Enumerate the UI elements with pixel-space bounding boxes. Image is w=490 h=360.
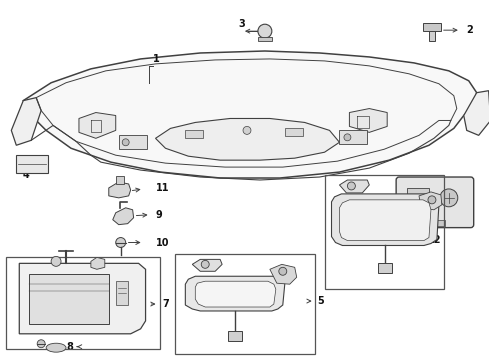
Polygon shape bbox=[196, 281, 276, 307]
Bar bbox=[324, 175, 444, 289]
Text: 3: 3 bbox=[238, 19, 245, 29]
Bar bbox=[258, 37, 272, 41]
Polygon shape bbox=[419, 192, 442, 210]
Circle shape bbox=[122, 139, 129, 146]
Bar bbox=[6, 257, 161, 349]
Polygon shape bbox=[349, 109, 387, 132]
Circle shape bbox=[347, 182, 355, 190]
Polygon shape bbox=[155, 118, 340, 160]
Bar bbox=[340, 130, 368, 144]
Bar bbox=[407, 188, 429, 202]
Polygon shape bbox=[340, 200, 431, 240]
Polygon shape bbox=[185, 276, 285, 311]
Polygon shape bbox=[23, 51, 477, 178]
Circle shape bbox=[440, 189, 458, 207]
Bar bbox=[429, 29, 435, 41]
Polygon shape bbox=[19, 264, 146, 334]
Polygon shape bbox=[464, 91, 490, 135]
Polygon shape bbox=[340, 180, 369, 193]
Text: 11: 11 bbox=[155, 183, 169, 193]
Text: 7: 7 bbox=[163, 299, 169, 309]
Text: 9: 9 bbox=[155, 210, 162, 220]
Polygon shape bbox=[109, 182, 131, 198]
Text: 6: 6 bbox=[449, 215, 456, 225]
Text: 1: 1 bbox=[152, 54, 159, 64]
Circle shape bbox=[344, 134, 351, 141]
Circle shape bbox=[37, 340, 45, 348]
Circle shape bbox=[428, 196, 436, 204]
Circle shape bbox=[51, 256, 61, 266]
Bar bbox=[29, 274, 109, 324]
FancyBboxPatch shape bbox=[396, 177, 474, 228]
Text: 4: 4 bbox=[23, 170, 29, 180]
Circle shape bbox=[116, 238, 125, 247]
Bar bbox=[429, 220, 445, 226]
Polygon shape bbox=[192, 260, 222, 271]
Circle shape bbox=[201, 260, 209, 268]
Circle shape bbox=[279, 267, 287, 275]
Text: 8: 8 bbox=[66, 342, 73, 352]
Polygon shape bbox=[91, 257, 105, 269]
Bar bbox=[175, 255, 315, 354]
Circle shape bbox=[258, 24, 272, 38]
Polygon shape bbox=[79, 113, 116, 138]
Circle shape bbox=[243, 126, 251, 134]
Polygon shape bbox=[270, 264, 297, 284]
Text: 10: 10 bbox=[155, 238, 169, 248]
Bar bbox=[378, 264, 392, 273]
Bar bbox=[116, 281, 128, 305]
Text: 5: 5 bbox=[318, 296, 324, 306]
Bar bbox=[228, 331, 242, 341]
Bar bbox=[119, 135, 147, 149]
Text: 12: 12 bbox=[428, 234, 441, 244]
Text: 2: 2 bbox=[467, 25, 473, 35]
Polygon shape bbox=[113, 208, 134, 225]
Bar bbox=[285, 129, 303, 136]
Bar bbox=[185, 130, 203, 138]
Bar bbox=[116, 176, 123, 184]
Ellipse shape bbox=[46, 343, 66, 352]
Bar bbox=[16, 155, 48, 173]
Bar bbox=[423, 23, 441, 31]
Polygon shape bbox=[332, 194, 439, 246]
Polygon shape bbox=[11, 98, 41, 145]
